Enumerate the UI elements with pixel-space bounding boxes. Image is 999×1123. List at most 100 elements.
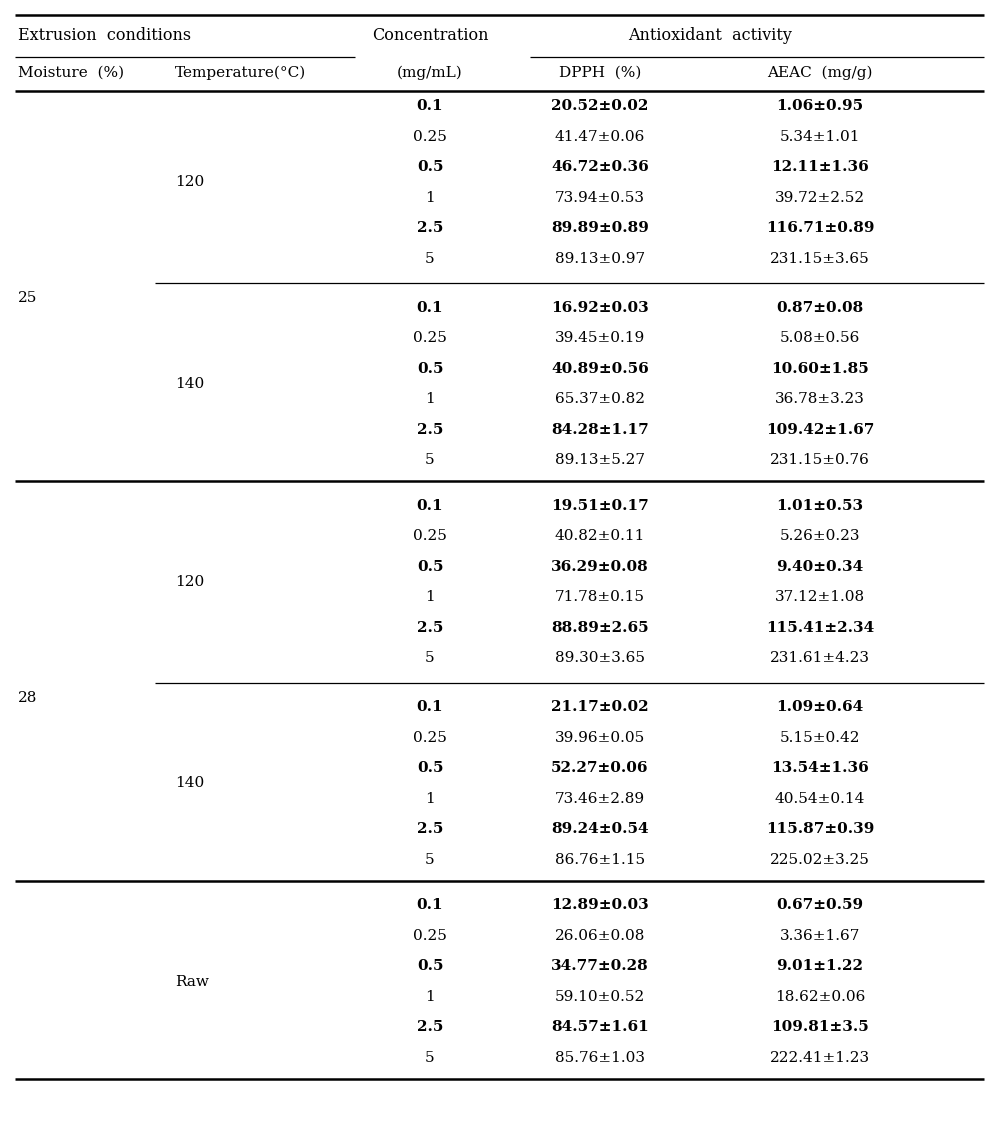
Text: 5.08±0.56: 5.08±0.56 [780, 331, 860, 345]
Text: Extrusion  conditions: Extrusion conditions [18, 27, 191, 44]
Text: 37.12±1.08: 37.12±1.08 [775, 591, 865, 604]
Text: 5.26±0.23: 5.26±0.23 [780, 529, 860, 544]
Text: 36.29±0.08: 36.29±0.08 [551, 559, 649, 574]
Text: 40.82±0.11: 40.82±0.11 [554, 529, 645, 544]
Text: (mg/mL): (mg/mL) [398, 66, 463, 80]
Text: 140: 140 [175, 776, 204, 791]
Text: 0.87±0.08: 0.87±0.08 [776, 301, 863, 314]
Text: 39.45±0.19: 39.45±0.19 [554, 331, 645, 345]
Text: 73.94±0.53: 73.94±0.53 [555, 191, 645, 204]
Text: Antioxidant  activity: Antioxidant activity [628, 27, 792, 44]
Text: 0.25: 0.25 [413, 731, 447, 745]
Text: 0.5: 0.5 [417, 161, 444, 174]
Text: 0.5: 0.5 [417, 959, 444, 974]
Text: 0.25: 0.25 [413, 529, 447, 544]
Text: 85.76±1.03: 85.76±1.03 [555, 1051, 645, 1065]
Text: 9.01±1.22: 9.01±1.22 [776, 959, 863, 974]
Text: 21.17±0.02: 21.17±0.02 [551, 700, 648, 714]
Text: 46.72±0.36: 46.72±0.36 [551, 161, 649, 174]
Text: 5: 5 [426, 453, 435, 467]
Text: 2.5: 2.5 [417, 422, 444, 437]
Text: 5.34±1.01: 5.34±1.01 [780, 130, 860, 144]
Text: 86.76±1.15: 86.76±1.15 [554, 852, 645, 867]
Text: 41.47±0.06: 41.47±0.06 [554, 130, 645, 144]
Text: 0.5: 0.5 [417, 761, 444, 775]
Text: 231.61±4.23: 231.61±4.23 [770, 651, 870, 665]
Text: 9.40±0.34: 9.40±0.34 [776, 559, 863, 574]
Text: 0.1: 0.1 [417, 700, 444, 714]
Text: Moisture  (%): Moisture (%) [18, 66, 124, 80]
Text: 0.1: 0.1 [417, 499, 444, 513]
Text: 1: 1 [426, 191, 435, 204]
Text: 120: 120 [175, 575, 204, 590]
Text: 40.89±0.56: 40.89±0.56 [551, 362, 649, 375]
Text: 13.54±1.36: 13.54±1.36 [771, 761, 869, 775]
Text: 0.5: 0.5 [417, 559, 444, 574]
Text: 2.5: 2.5 [417, 822, 444, 837]
Text: 2.5: 2.5 [417, 621, 444, 634]
Text: 73.46±2.89: 73.46±2.89 [554, 792, 645, 805]
Text: 16.92±0.03: 16.92±0.03 [551, 301, 649, 314]
Text: 40.54±0.14: 40.54±0.14 [775, 792, 865, 805]
Text: 115.87±0.39: 115.87±0.39 [766, 822, 874, 837]
Text: 1.01±0.53: 1.01±0.53 [776, 499, 863, 513]
Text: 0.1: 0.1 [417, 99, 444, 113]
Text: 25: 25 [18, 291, 37, 305]
Text: AEAC  (mg/g): AEAC (mg/g) [767, 66, 873, 80]
Text: 1.06±0.95: 1.06±0.95 [776, 99, 863, 113]
Text: 0.5: 0.5 [417, 362, 444, 375]
Text: 3.36±1.67: 3.36±1.67 [780, 929, 860, 943]
Text: 5: 5 [426, 252, 435, 266]
Text: Temperature(°C): Temperature(°C) [175, 66, 307, 80]
Text: 12.11±1.36: 12.11±1.36 [771, 161, 869, 174]
Text: 1: 1 [426, 792, 435, 805]
Text: 39.96±0.05: 39.96±0.05 [554, 731, 645, 745]
Text: 89.13±5.27: 89.13±5.27 [555, 453, 645, 467]
Text: 10.60±1.85: 10.60±1.85 [771, 362, 869, 375]
Text: 84.57±1.61: 84.57±1.61 [551, 1021, 649, 1034]
Text: 71.78±0.15: 71.78±0.15 [555, 591, 645, 604]
Text: 0.25: 0.25 [413, 130, 447, 144]
Text: 84.28±1.17: 84.28±1.17 [551, 422, 649, 437]
Text: 0.25: 0.25 [413, 331, 447, 345]
Text: 231.15±3.65: 231.15±3.65 [770, 252, 870, 266]
Text: 89.30±3.65: 89.30±3.65 [555, 651, 645, 665]
Text: 20.52±0.02: 20.52±0.02 [551, 99, 648, 113]
Text: Concentration: Concentration [372, 27, 489, 44]
Text: 5: 5 [426, 852, 435, 867]
Text: 116.71±0.89: 116.71±0.89 [766, 221, 874, 235]
Text: 34.77±0.28: 34.77±0.28 [551, 959, 649, 974]
Text: 225.02±3.25: 225.02±3.25 [770, 852, 870, 867]
Text: 26.06±0.08: 26.06±0.08 [554, 929, 645, 943]
Text: 36.78±3.23: 36.78±3.23 [775, 392, 865, 407]
Text: 1: 1 [426, 591, 435, 604]
Text: 1: 1 [426, 392, 435, 407]
Text: 5: 5 [426, 651, 435, 665]
Text: Raw: Raw [175, 975, 209, 988]
Text: 65.37±0.82: 65.37±0.82 [555, 392, 645, 407]
Text: 2.5: 2.5 [417, 1021, 444, 1034]
Text: 89.24±0.54: 89.24±0.54 [551, 822, 648, 837]
Text: 59.10±0.52: 59.10±0.52 [554, 989, 645, 1004]
Text: 5.15±0.42: 5.15±0.42 [780, 731, 860, 745]
Text: 28: 28 [18, 691, 37, 705]
Text: 1: 1 [426, 989, 435, 1004]
Text: 0.1: 0.1 [417, 898, 444, 912]
Text: 89.89±0.89: 89.89±0.89 [551, 221, 649, 235]
Text: 222.41±1.23: 222.41±1.23 [770, 1051, 870, 1065]
Text: 2.5: 2.5 [417, 221, 444, 235]
Text: 109.81±3.5: 109.81±3.5 [771, 1021, 869, 1034]
Text: 5: 5 [426, 1051, 435, 1065]
Text: 39.72±2.52: 39.72±2.52 [775, 191, 865, 204]
Text: 140: 140 [175, 377, 204, 391]
Text: 1.09±0.64: 1.09±0.64 [776, 700, 863, 714]
Text: 12.89±0.03: 12.89±0.03 [551, 898, 649, 912]
Text: 109.42±1.67: 109.42±1.67 [766, 422, 874, 437]
Text: 231.15±0.76: 231.15±0.76 [770, 453, 870, 467]
Text: 0.67±0.59: 0.67±0.59 [776, 898, 863, 912]
Text: 89.13±0.97: 89.13±0.97 [554, 252, 645, 266]
Text: 19.51±0.17: 19.51±0.17 [551, 499, 649, 513]
Text: 88.89±2.65: 88.89±2.65 [551, 621, 648, 634]
Text: 52.27±0.06: 52.27±0.06 [551, 761, 648, 775]
Text: DPPH  (%): DPPH (%) [558, 66, 641, 80]
